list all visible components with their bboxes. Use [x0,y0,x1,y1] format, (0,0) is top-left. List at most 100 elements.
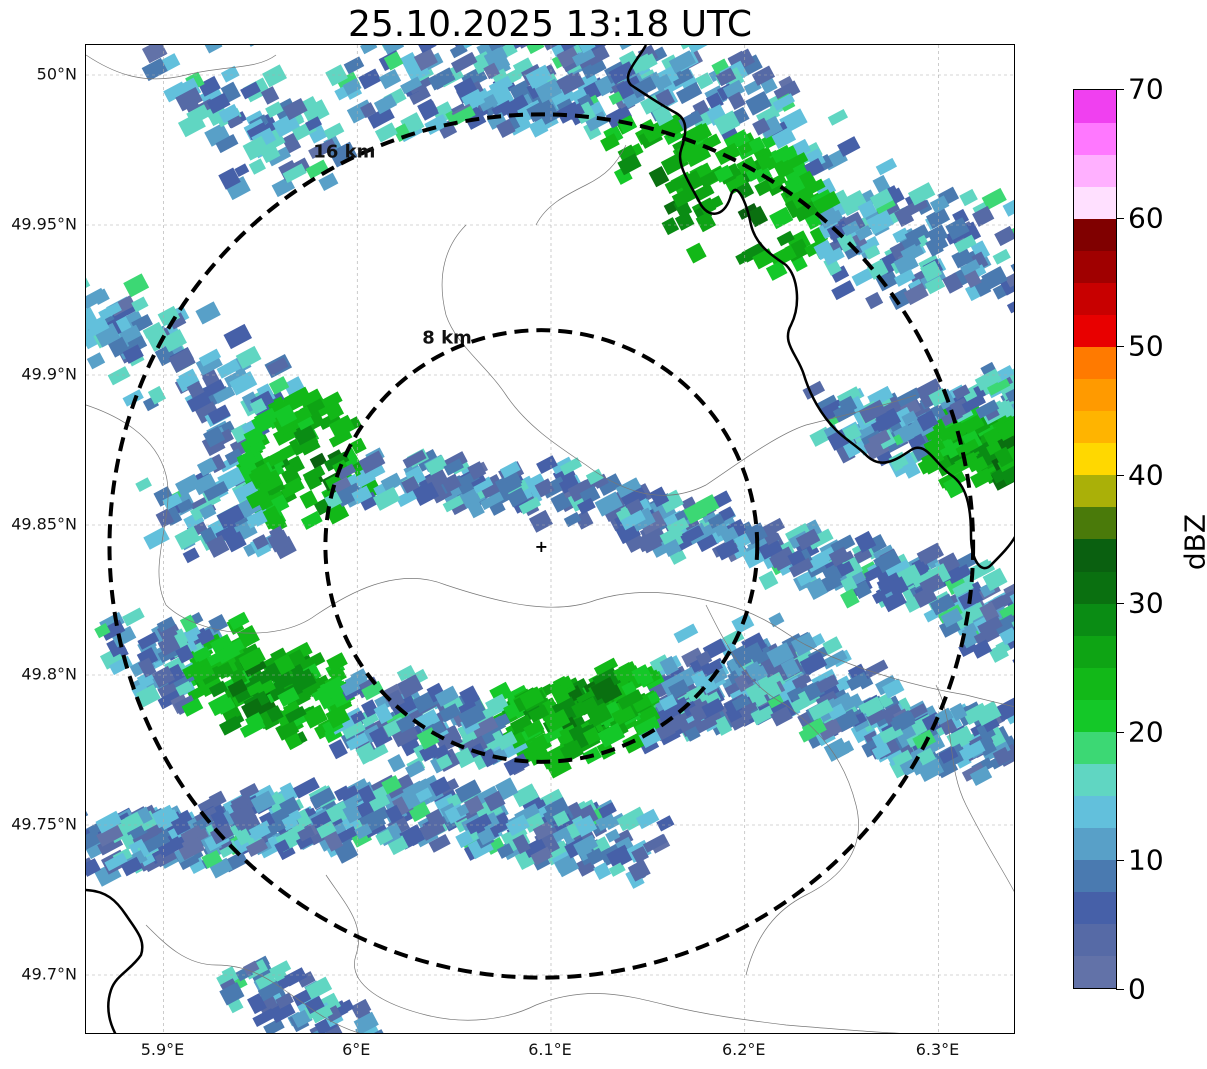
echo-cell [718,506,736,522]
echo-cell [861,696,884,718]
echo-cell [658,489,684,514]
echo-cell [436,753,453,770]
echo-cell [309,787,336,809]
echo-cell [649,486,670,508]
echo-cell [226,114,243,129]
echo-cell [467,461,487,481]
echo-cell [380,472,403,492]
echo-cell [325,704,351,729]
echo-cell [828,546,851,567]
echo-cell [666,517,690,536]
echo-cell [748,643,774,666]
echo-cell [194,401,220,424]
echo-cell [971,639,993,659]
echo-cell [925,237,944,257]
echo-cell [559,45,580,52]
echo-cell [483,46,508,67]
radar-map[interactable]: 16 km 8 km + [85,44,1015,1034]
echo-cell [635,808,660,830]
reflectivity-echoes [86,45,1014,1033]
echo-cell [428,67,456,91]
echo-cell [799,651,828,676]
echo-cell [385,804,404,824]
echo-cell [192,473,218,496]
echo-cell [821,649,848,670]
echo-cell [901,234,922,252]
colorbar-tick [1116,89,1124,90]
echo-cell [959,740,986,762]
echo-cell [378,69,402,90]
echo-cell [577,497,596,515]
echo-cell [255,971,278,992]
echo-cell [230,793,254,814]
echo-cell [218,103,241,124]
echo-cell [325,502,350,525]
echo-cell [728,91,746,110]
echo-cell [558,475,580,494]
echo-cell [629,53,654,74]
echo-cell [267,819,286,836]
echo-cell [415,787,433,803]
echo-cell [496,843,514,859]
echo-cell [842,241,863,260]
colorbar-segment [1074,571,1116,604]
echo-cell [679,524,705,545]
echo-cell [744,642,764,660]
echo-cell [372,486,401,511]
echo-cell [973,625,1000,647]
echo-cell [795,528,821,551]
echo-cell [648,166,670,188]
echo-cell [846,671,870,691]
echo-cell [249,397,268,415]
echo-cell [374,122,398,143]
echo-cell [310,683,330,702]
echo-cell [559,457,583,476]
echo-cell [182,661,204,680]
echo-cell [202,426,226,448]
echo-cell [323,451,350,472]
echo-cell [441,473,462,493]
echo-cell [615,477,642,499]
echo-cell [605,828,621,843]
echo-cell [443,458,464,476]
ring-label-16km: 16 km [313,141,375,162]
echo-cell [285,705,307,724]
colorbar-tick-label: 20 [1128,715,1164,749]
echo-cell [207,404,231,425]
echo-cell [339,785,359,802]
echo-cell [554,853,580,878]
echo-cell [683,501,708,525]
echo-cell [245,838,269,857]
echo-cell [341,719,366,740]
echo-cell [929,593,956,616]
echo-cell [661,217,680,236]
echo-cell [199,526,217,544]
range-rings [107,112,976,980]
colorbar-tick-label: 70 [1128,72,1164,106]
echo-cell [412,483,434,505]
echo-cell [986,377,1011,396]
echo-cell [543,709,571,733]
echo-cell [215,133,239,154]
echo-cell [369,793,391,812]
echo-cell [566,102,585,120]
colorbar-segment [1074,923,1116,957]
colorbar-segment [1074,186,1116,219]
echo-cell [195,301,221,325]
echo-cell [892,227,910,244]
echo-cell [865,291,884,310]
echo-cell [701,659,723,677]
echo-cell [685,242,707,264]
echo-cell [747,205,769,228]
echo-cell [357,784,377,805]
echo-cell [866,209,895,235]
echo-cell [518,496,542,515]
echo-cell [361,680,385,701]
echo-cell [963,416,985,434]
echo-cell [248,672,265,688]
echo-cell [762,679,782,700]
lat-tick-label: 49.7°N [21,964,77,984]
colorbar-tick-label: 40 [1128,458,1164,492]
echo-cell [916,756,945,783]
lat-tick-label: 50°N [36,64,77,84]
